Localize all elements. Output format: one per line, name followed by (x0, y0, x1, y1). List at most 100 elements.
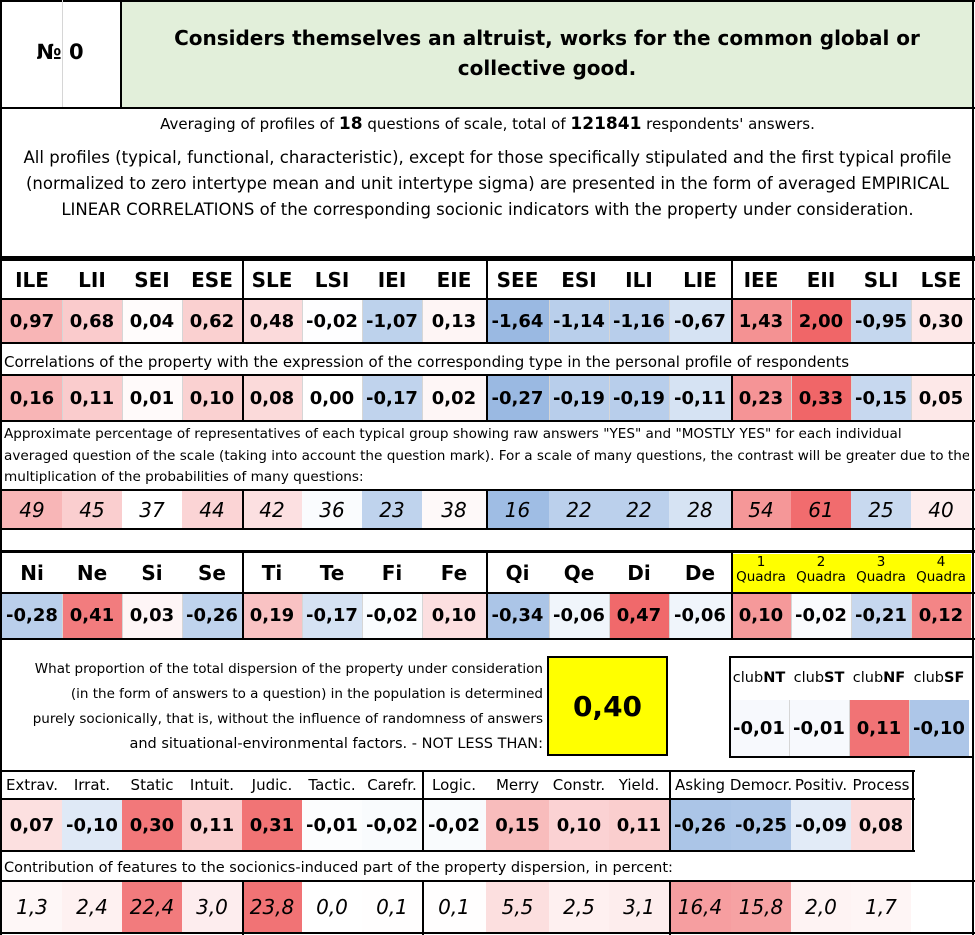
correlation-value-9: -0,27 (486, 376, 549, 420)
function-value-6: -0,17 (302, 592, 362, 638)
quadra-value-3: -0,21 (851, 592, 911, 638)
type-value-14: 2,00 (791, 300, 851, 342)
percentages-caption-line-1: Approximate percentage of representative… (4, 426, 902, 442)
grid-hline-44 (0, 528, 975, 530)
feature-value-13: -0,25 (731, 800, 791, 850)
contribution-value-11: 3,1 (609, 882, 669, 932)
type-value-4: 0,62 (182, 300, 242, 342)
grid-vline-81 (669, 880, 671, 935)
club-value-1: -0,01 (729, 700, 789, 756)
grid-hline-82 (0, 932, 975, 934)
grid-vline-5 (120, 0, 122, 107)
contribution-value-8: 0,1 (422, 882, 486, 932)
contribution-value-12: 16,4 (669, 882, 731, 932)
percentage-value-8: 38 (422, 491, 486, 528)
percentage-value-10: 22 (549, 491, 609, 528)
grid-thin-16 (182, 300, 183, 342)
quadra-label: Quadra (916, 569, 966, 585)
quadra-label: Quadra (856, 569, 906, 585)
grid-vline-77 (669, 770, 671, 850)
feature-value-7: -0,02 (362, 800, 422, 850)
correlation-value-13: 0,23 (731, 376, 791, 420)
type-value-13: 1,43 (731, 300, 791, 342)
type-header-14: EII (806, 268, 836, 292)
quadra-header-4: 4 Quadra (911, 555, 971, 591)
title-line-1: Considers themselves an altruist, works … (174, 26, 920, 50)
grid-thin-33 (182, 376, 183, 420)
contribution-value-5: 23,8 (242, 882, 302, 932)
type-value-2: 0,68 (62, 300, 122, 342)
dispersion-line-3: purely socionically, that is, without th… (32, 711, 543, 727)
contribution-value-15: 1,7 (851, 882, 911, 932)
type-header-6: LSI (314, 268, 350, 292)
feature-header-7: Carefr. (367, 776, 417, 794)
quadra-header-3: 3 Quadra (851, 555, 911, 591)
grid-thin-19 (422, 300, 423, 342)
grid-thin-15 (122, 300, 123, 342)
grid-vline-13 (731, 258, 733, 342)
percentage-value-16: 40 (911, 491, 971, 528)
club-header-1: club NT (729, 658, 789, 698)
contribution-caption: Contribution of features to the sociоnic… (4, 860, 673, 876)
grid-vline-11 (242, 258, 244, 342)
percentage-value-3: 37 (122, 491, 182, 528)
function-header-11: Di (627, 561, 651, 585)
dispersion-line-4: and situational-environmental factors. -… (129, 736, 543, 752)
grid-thin-35 (362, 376, 363, 420)
club-header-3: club NF (849, 658, 909, 698)
feature-header-14: Positiv. (794, 776, 848, 794)
grid-thin-54 (62, 594, 63, 638)
feature-header-5: Judic. (251, 776, 293, 794)
correlation-value-7: -0,17 (362, 376, 422, 420)
function-header-10: Qe (563, 561, 595, 585)
correlation-value-5: 0,08 (242, 376, 302, 420)
type-header-3: SEI (134, 268, 170, 292)
function-value-9: -0,34 (486, 592, 549, 638)
percentage-value-6: 36 (302, 491, 362, 528)
type-value-11: -1,16 (609, 300, 669, 342)
percentage-value-5: 42 (242, 491, 302, 528)
grid-thin-56 (182, 594, 183, 638)
function-header-8: Fe (440, 561, 468, 585)
feature-value-4: 0,11 (182, 800, 242, 850)
grid-vline-75 (912, 770, 914, 850)
feature-header-15: Process (852, 776, 910, 794)
club-name: ST (824, 670, 845, 686)
grid-thin-71 (909, 700, 910, 756)
function-header-5: Ti (261, 561, 283, 585)
contribution-value-14: 2,0 (791, 882, 851, 932)
grid-thin-31 (62, 376, 63, 420)
correlation-value-6: 0,00 (302, 376, 362, 420)
function-value-10: -0,06 (549, 592, 609, 638)
grid-hline-1 (0, 0, 975, 2)
type-header-4: ESE (191, 268, 233, 292)
grid-thin-42 (911, 376, 912, 420)
grid-vline-12 (486, 258, 488, 342)
club-prefix: club (913, 670, 945, 686)
grid-vline-2 (0, 0, 2, 935)
percentage-value-14: 61 (791, 491, 851, 528)
grid-thin-69 (789, 700, 790, 756)
correlation-value-15: -0,15 (851, 376, 911, 420)
description-line-1: All profiles (typical, functional, chara… (23, 148, 952, 167)
feature-header-10: Constr. (552, 776, 606, 794)
function-value-11: 0,47 (609, 592, 669, 638)
correlation-value-12: -0,11 (669, 376, 731, 420)
club-prefix: club (732, 670, 764, 686)
club-name: SF (944, 670, 965, 686)
grid-thin-59 (422, 594, 423, 638)
quadra-label: Quadra (736, 569, 786, 585)
description-line-2: (normalized to zero intertype mean and u… (26, 174, 949, 193)
grid-thin-18 (362, 300, 363, 342)
percentages-caption-line-2: averaged question of the scale (taking i… (4, 448, 969, 464)
percentage-value-11: 22 (609, 491, 669, 528)
function-value-1: -0,28 (2, 592, 62, 638)
feature-header-13: Democr. (731, 776, 791, 794)
type-value-7: -1,07 (362, 300, 422, 342)
quadra-header-2: 2 Quadra (791, 555, 851, 591)
type-header-2: LII (78, 268, 106, 292)
quadra-number: 2 (816, 554, 826, 570)
grid-hline-66 (729, 656, 972, 658)
grid-thin-41 (851, 376, 852, 420)
grid-thin-40 (791, 376, 792, 420)
